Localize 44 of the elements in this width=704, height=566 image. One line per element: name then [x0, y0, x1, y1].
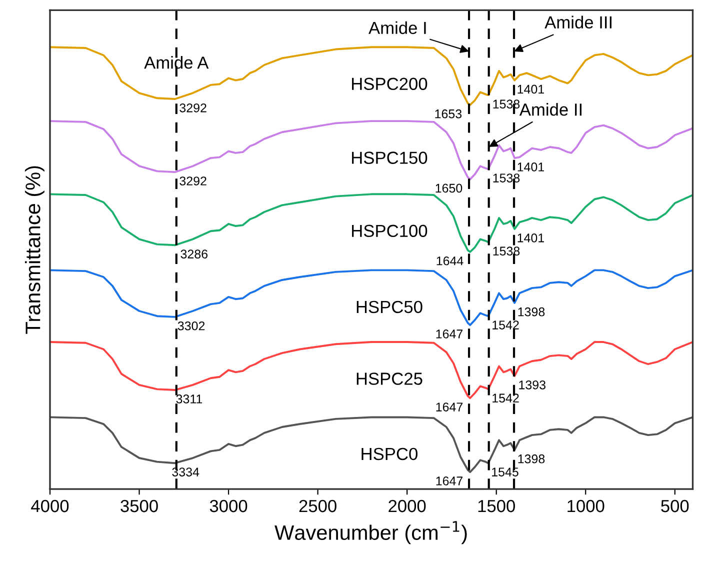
- x-tick-label: 2500: [299, 500, 336, 512]
- annotation: 1545: [492, 468, 518, 476]
- x-tick-label: 1000: [568, 500, 604, 512]
- annotation: 1644: [436, 256, 464, 266]
- series-label: HSPC200: [352, 78, 428, 90]
- annotation: 1538: [493, 246, 520, 256]
- annotation: 3292: [180, 176, 206, 186]
- series-label: HSPC0: [362, 448, 418, 460]
- annotation: 1538: [493, 174, 520, 182]
- annotation: Amide I: [368, 21, 426, 34]
- annotation: 3286: [180, 250, 208, 258]
- series-label: HSPC100: [352, 224, 428, 238]
- y-axis-title: Transmittance (%): [25, 166, 44, 334]
- annotation: Amide A: [144, 56, 209, 69]
- annotation: 1401: [518, 233, 544, 242]
- annotation: 1647: [436, 330, 463, 338]
- annotation: Amide III: [544, 16, 612, 29]
- annotation: 1653: [435, 109, 462, 118]
- annotation: 1401: [518, 84, 544, 94]
- annotation: 3302: [178, 321, 205, 330]
- annotation: 1647: [436, 476, 463, 486]
- x-axis-title: Wavenumber (cm$^{−1}$): [274, 521, 467, 544]
- x-tick-label: 4000: [31, 500, 69, 512]
- annotation: 1398: [518, 454, 545, 464]
- annotation: 1398: [518, 307, 545, 316]
- annotation: 1650: [436, 184, 462, 193]
- annotation: 3292: [180, 103, 206, 112]
- annotation: 1401: [518, 162, 544, 172]
- x-tick-label: 2000: [388, 500, 426, 512]
- annotation: 1393: [519, 380, 546, 390]
- series-label: HSPC25: [356, 372, 422, 385]
- annotation: 1542: [492, 394, 519, 403]
- annotation: 1538: [493, 100, 520, 109]
- x-tick-label: 500: [661, 500, 689, 512]
- x-tick-label: 3500: [120, 500, 158, 512]
- annotation: 3311: [176, 394, 202, 404]
- series-label: HSPC150: [352, 152, 428, 164]
- series-label: HSPC50: [356, 300, 422, 314]
- annotation: 1647: [436, 402, 463, 412]
- annotation: 1542: [492, 320, 519, 330]
- x-tick-label: 1500: [478, 500, 515, 512]
- annotation: 3334: [172, 468, 200, 476]
- annotation: Amide II: [519, 103, 582, 116]
- x-tick-label: 3000: [210, 500, 248, 512]
